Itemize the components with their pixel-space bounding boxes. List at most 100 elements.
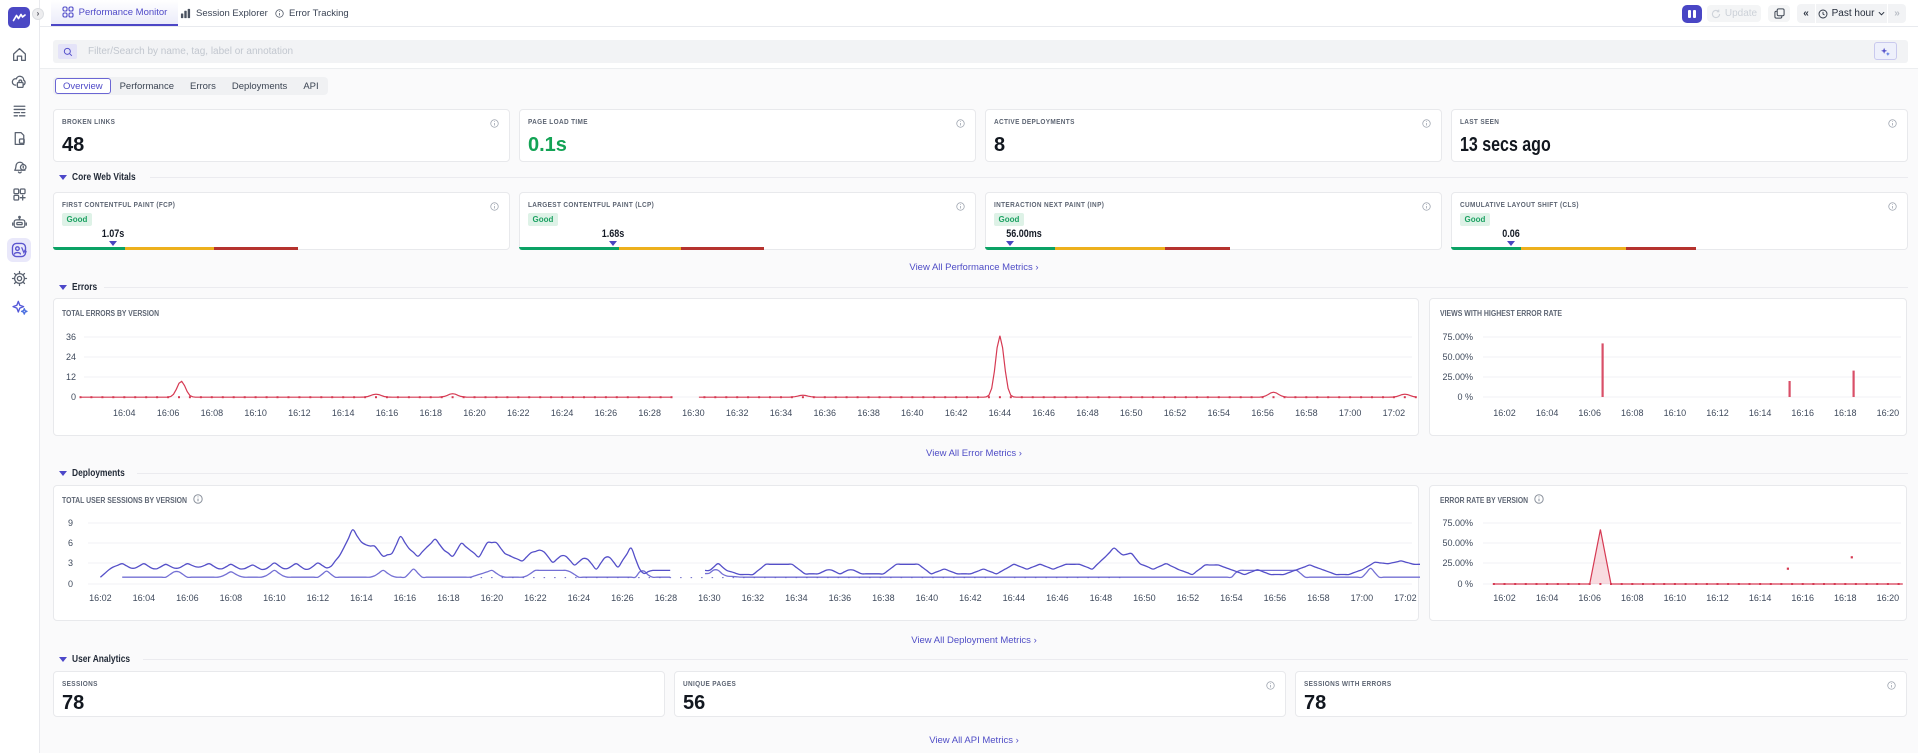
svg-text:50.00%: 50.00%	[1442, 538, 1473, 548]
svg-text:16:58: 16:58	[1307, 593, 1330, 603]
svg-text:16:20: 16:20	[1877, 593, 1900, 603]
svg-text:16:48: 16:48	[1090, 593, 1113, 603]
svg-text:16:22: 16:22	[507, 408, 530, 418]
svg-text:9: 9	[68, 518, 73, 528]
svg-text:16:34: 16:34	[770, 408, 793, 418]
svg-text:16:30: 16:30	[682, 408, 705, 418]
svg-text:16:48: 16:48	[1076, 408, 1099, 418]
svg-text:16:04: 16:04	[113, 408, 136, 418]
svg-text:16:06: 16:06	[1578, 593, 1601, 603]
svg-text:16:04: 16:04	[1536, 593, 1559, 603]
svg-text:16:10: 16:10	[1664, 593, 1687, 603]
svg-text:16:10: 16:10	[1664, 408, 1687, 418]
svg-text:VIEWS WITH HIGHEST ERROR RATE: VIEWS WITH HIGHEST ERROR RATE	[1440, 309, 1563, 318]
svg-text:16:20: 16:20	[1877, 408, 1900, 418]
svg-text:75.00%: 75.00%	[1442, 518, 1473, 528]
svg-text:16:50: 16:50	[1133, 593, 1156, 603]
svg-text:17:00: 17:00	[1351, 593, 1374, 603]
svg-text:16:46: 16:46	[1046, 593, 1069, 603]
svg-text:16:08: 16:08	[220, 593, 243, 603]
svg-text:24: 24	[66, 352, 76, 362]
svg-text:16:32: 16:32	[742, 593, 765, 603]
svg-text:TOTAL USER SESSIONS BY VERSION: TOTAL USER SESSIONS BY VERSION	[62, 496, 187, 505]
svg-text:16:40: 16:40	[916, 593, 939, 603]
svg-text:16:42: 16:42	[945, 408, 968, 418]
svg-text:16:42: 16:42	[959, 593, 982, 603]
svg-text:16:58: 16:58	[1295, 408, 1318, 418]
svg-text:16:26: 16:26	[595, 408, 618, 418]
svg-text:TOTAL ERRORS BY VERSION: TOTAL ERRORS BY VERSION	[62, 309, 159, 318]
svg-text:16:16: 16:16	[1791, 408, 1814, 418]
svg-text:16:16: 16:16	[376, 408, 399, 418]
svg-text:17:00: 17:00	[1339, 408, 1362, 418]
svg-text:16:22: 16:22	[524, 593, 547, 603]
svg-text:50.00%: 50.00%	[1442, 352, 1473, 362]
svg-text:16:02: 16:02	[1493, 408, 1516, 418]
svg-text:16:34: 16:34	[785, 593, 808, 603]
svg-text:16:18: 16:18	[1834, 408, 1857, 418]
svg-text:16:06: 16:06	[176, 593, 199, 603]
svg-text:16:54: 16:54	[1220, 593, 1243, 603]
svg-text:16:08: 16:08	[201, 408, 224, 418]
svg-text:16:12: 16:12	[288, 408, 311, 418]
svg-text:16:16: 16:16	[1791, 593, 1814, 603]
svg-text:16:50: 16:50	[1120, 408, 1143, 418]
svg-text:16:38: 16:38	[872, 593, 895, 603]
svg-text:ERROR RATE BY VERSION: ERROR RATE BY VERSION	[1440, 496, 1528, 505]
svg-text:12: 12	[66, 372, 76, 382]
svg-text:16:18: 16:18	[1834, 593, 1857, 603]
svg-text:16:38: 16:38	[857, 408, 880, 418]
svg-text:16:12: 16:12	[1706, 593, 1729, 603]
svg-text:0: 0	[71, 392, 76, 402]
svg-text:16:14: 16:14	[1749, 593, 1772, 603]
svg-text:16:08: 16:08	[1621, 593, 1644, 603]
svg-text:16:46: 16:46	[1032, 408, 1055, 418]
svg-text:16:18: 16:18	[437, 593, 460, 603]
svg-text:25.00%: 25.00%	[1442, 372, 1473, 382]
svg-text:16:12: 16:12	[1706, 408, 1729, 418]
svg-text:16:44: 16:44	[989, 408, 1012, 418]
svg-text:16:02: 16:02	[1493, 593, 1516, 603]
svg-text:0: 0	[68, 579, 73, 589]
svg-text:16:18: 16:18	[420, 408, 443, 418]
svg-text:16:12: 16:12	[307, 593, 330, 603]
svg-text:16:28: 16:28	[655, 593, 678, 603]
svg-text:16:02: 16:02	[89, 593, 112, 603]
svg-text:16:52: 16:52	[1164, 408, 1187, 418]
svg-text:16:14: 16:14	[332, 408, 355, 418]
svg-text:16:56: 16:56	[1251, 408, 1274, 418]
svg-text:16:36: 16:36	[814, 408, 837, 418]
svg-text:16:54: 16:54	[1208, 408, 1231, 418]
svg-text:0 %: 0 %	[1457, 579, 1473, 589]
svg-text:16:32: 16:32	[726, 408, 749, 418]
svg-text:16:20: 16:20	[463, 408, 486, 418]
svg-text:3: 3	[68, 558, 73, 568]
svg-text:16:08: 16:08	[1621, 408, 1644, 418]
svg-text:16:20: 16:20	[481, 593, 504, 603]
svg-text:16:04: 16:04	[133, 593, 156, 603]
svg-text:36: 36	[66, 332, 76, 342]
svg-text:16:04: 16:04	[1536, 408, 1559, 418]
svg-text:17:02: 17:02	[1383, 408, 1406, 418]
svg-text:16:56: 16:56	[1264, 593, 1287, 603]
svg-text:16:40: 16:40	[901, 408, 924, 418]
svg-text:16:44: 16:44	[1003, 593, 1026, 603]
svg-text:16:16: 16:16	[394, 593, 417, 603]
svg-text:16:24: 16:24	[568, 593, 591, 603]
svg-text:0 %: 0 %	[1457, 392, 1473, 402]
svg-text:16:06: 16:06	[157, 408, 180, 418]
svg-text:16:14: 16:14	[1749, 408, 1772, 418]
svg-text:75.00%: 75.00%	[1442, 332, 1473, 342]
svg-text:16:28: 16:28	[638, 408, 661, 418]
svg-text:6: 6	[68, 538, 73, 548]
svg-text:16:36: 16:36	[829, 593, 852, 603]
svg-text:16:26: 16:26	[611, 593, 634, 603]
svg-text:16:52: 16:52	[1177, 593, 1200, 603]
svg-text:16:10: 16:10	[263, 593, 286, 603]
svg-text:16:30: 16:30	[698, 593, 721, 603]
svg-text:16:24: 16:24	[551, 408, 574, 418]
svg-text:17:02: 17:02	[1394, 593, 1417, 603]
svg-text:16:06: 16:06	[1578, 408, 1601, 418]
svg-text:16:10: 16:10	[244, 408, 267, 418]
svg-text:25.00%: 25.00%	[1442, 558, 1473, 568]
